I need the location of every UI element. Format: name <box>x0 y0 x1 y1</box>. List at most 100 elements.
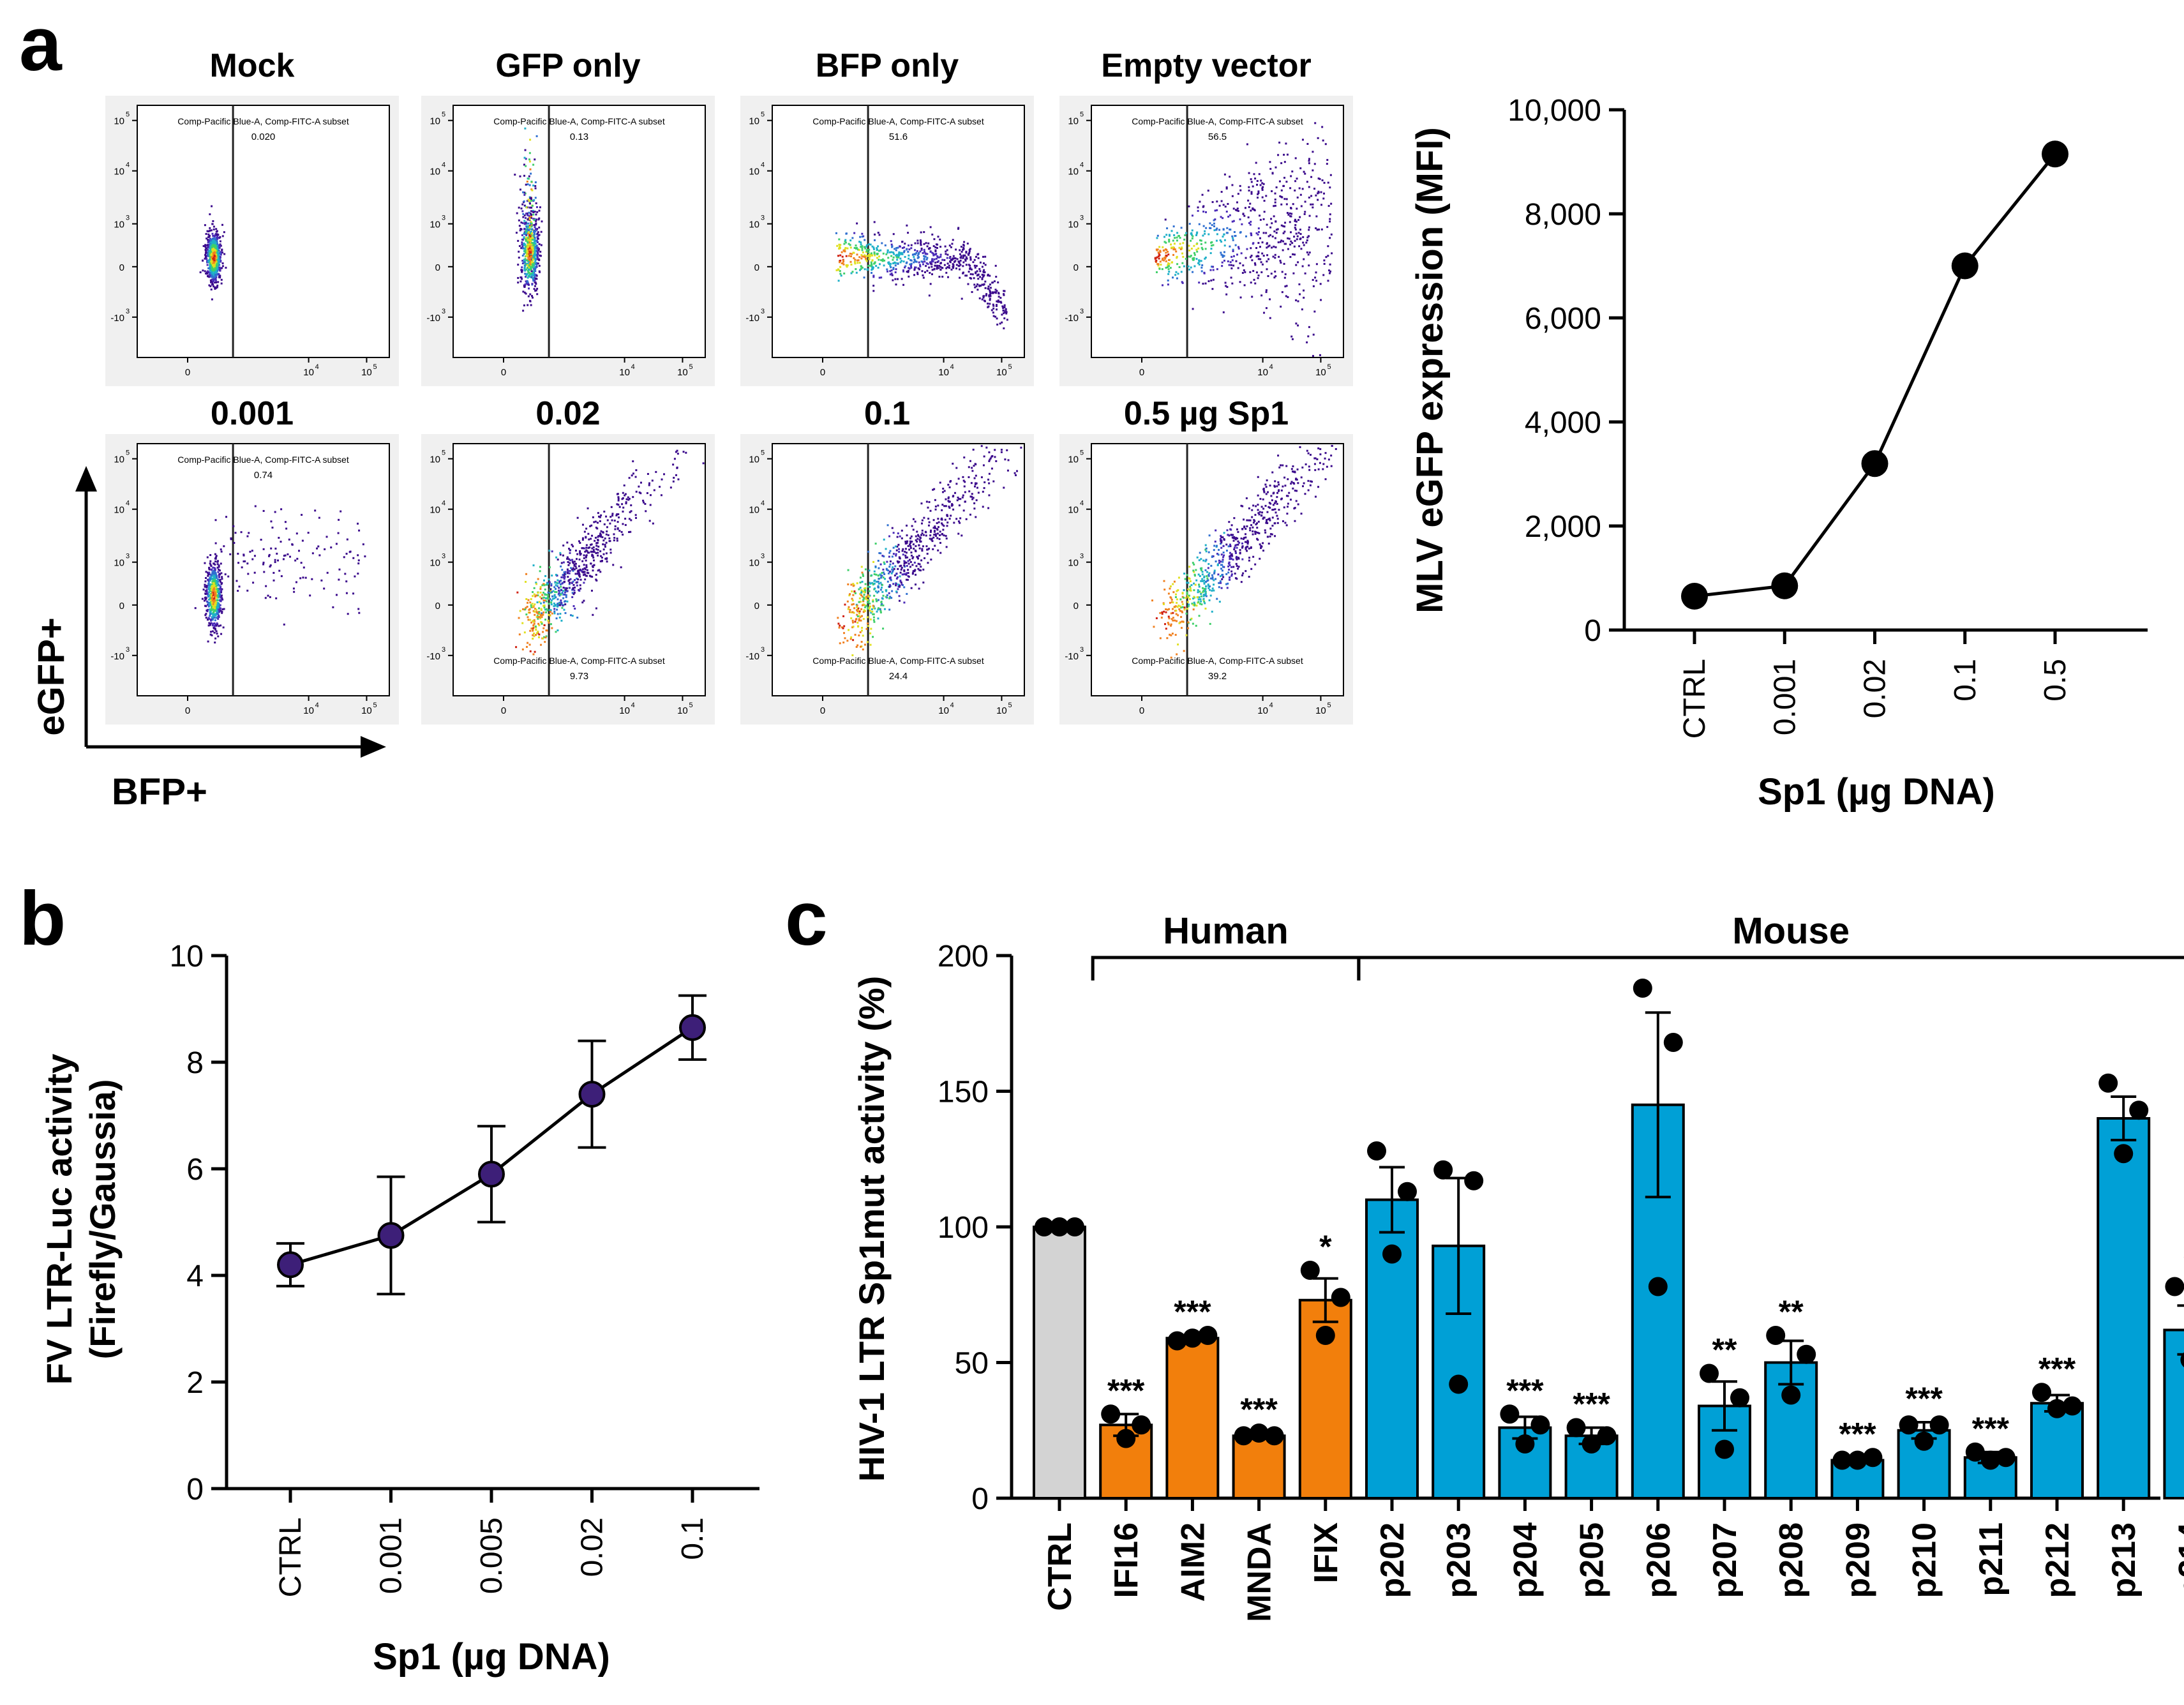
flow-event <box>533 587 535 589</box>
flow-event <box>587 572 590 575</box>
flow-event <box>595 578 597 581</box>
flow-event <box>968 466 970 469</box>
flow-event <box>889 273 892 276</box>
flow-x-tick-label: 10 <box>303 705 314 716</box>
flow-event <box>602 531 604 534</box>
flow-event <box>532 277 534 280</box>
flow-event <box>1003 290 1005 292</box>
flow-event <box>536 293 539 296</box>
flow-event <box>858 615 861 617</box>
flow-event <box>1218 229 1221 231</box>
flow-event <box>548 622 550 624</box>
flow-event <box>959 264 962 266</box>
flow-event <box>981 266 984 268</box>
flow-event <box>569 578 572 580</box>
flow-event <box>527 264 529 266</box>
flow-event <box>867 264 870 267</box>
flow-event <box>587 546 590 549</box>
flow-event <box>534 285 536 287</box>
flow-event <box>910 244 913 246</box>
flow-event <box>532 653 535 656</box>
flow-event <box>1209 269 1212 271</box>
flow-event <box>962 243 965 246</box>
flow-event <box>557 598 559 601</box>
flow-event <box>218 237 221 239</box>
flow-event <box>632 460 634 463</box>
flow-event <box>204 270 206 273</box>
flow-event <box>528 202 531 205</box>
flow-event <box>212 253 214 256</box>
flow-event <box>215 253 218 256</box>
flow-event <box>1312 333 1315 336</box>
flow-event <box>546 583 549 585</box>
flow-event <box>525 606 527 609</box>
flow-event <box>575 558 578 560</box>
flow-event <box>530 267 532 269</box>
flow-event <box>873 594 876 597</box>
flow-event <box>976 274 979 276</box>
flow-event <box>594 536 597 539</box>
flow-event <box>852 626 855 628</box>
flow-event <box>1317 137 1319 139</box>
flow-event <box>211 276 214 278</box>
flow-event <box>206 264 209 266</box>
flow-y-tick-exp: 4 <box>442 161 445 169</box>
flow-event <box>521 222 524 225</box>
flow-event <box>1268 258 1270 260</box>
flow-event <box>544 575 547 577</box>
flow-event <box>211 205 213 207</box>
flow-event <box>572 588 574 590</box>
flow-event <box>669 486 672 489</box>
flow-event <box>924 250 926 253</box>
flow-event <box>912 543 915 546</box>
flow-event <box>869 610 871 612</box>
flow-event <box>521 271 523 273</box>
flow-event <box>210 622 213 624</box>
flow-event <box>252 582 255 584</box>
flow-event <box>839 624 841 627</box>
flow-event <box>854 262 856 265</box>
flow-event <box>534 230 537 232</box>
flow-event <box>539 570 541 573</box>
flow-event <box>518 244 521 247</box>
flow-event <box>518 206 520 209</box>
flow-event <box>211 266 213 269</box>
flow-event <box>965 252 968 254</box>
flow-event <box>213 631 216 634</box>
flow-event <box>205 571 207 573</box>
flow-event <box>211 243 214 245</box>
flow-event <box>553 586 556 589</box>
flow-event <box>207 255 209 257</box>
flow-event <box>676 466 678 469</box>
flow-gate-name: Comp-Pacific Blue-A, Comp-FITC-A subset <box>1132 116 1303 126</box>
flow-gate-name: Comp-Pacific Blue-A, Comp-FITC-A subset <box>812 116 984 126</box>
flow-event <box>962 265 964 267</box>
flow-event <box>872 285 875 287</box>
flow-event <box>214 642 216 644</box>
flow-event <box>1257 231 1260 234</box>
flow-event <box>1238 247 1240 250</box>
flow-event <box>839 273 842 275</box>
flow-event <box>892 259 894 261</box>
flow-event <box>1166 227 1169 230</box>
flow-event <box>531 283 534 285</box>
flow-event <box>597 569 599 572</box>
flow-event <box>580 578 582 581</box>
flow-event <box>864 583 867 585</box>
flow-event <box>1247 199 1250 202</box>
flow-event <box>1295 264 1298 266</box>
flow-event <box>533 219 535 222</box>
flow-event <box>869 602 871 605</box>
flow-event <box>965 264 968 266</box>
flow-event <box>585 555 587 557</box>
flow-event <box>531 603 534 605</box>
flow-y-tick-label: 10 <box>749 558 759 569</box>
flow-event <box>535 262 537 265</box>
flow-event <box>919 569 922 572</box>
flow-event <box>866 616 869 619</box>
flow-event <box>871 610 874 613</box>
flow-event <box>214 571 217 574</box>
flow-event <box>982 255 984 258</box>
flow-event <box>217 571 220 573</box>
